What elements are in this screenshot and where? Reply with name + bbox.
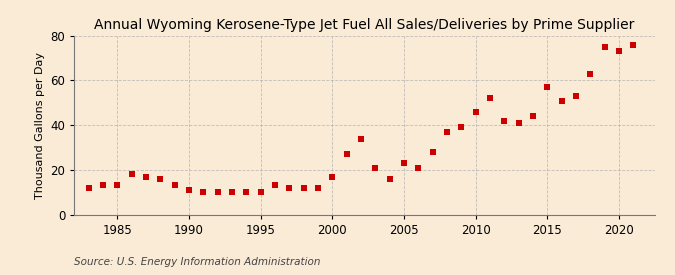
Point bbox=[398, 161, 409, 165]
Point bbox=[269, 183, 280, 188]
Point bbox=[97, 183, 108, 188]
Point bbox=[227, 190, 238, 194]
Point bbox=[140, 174, 151, 179]
Point bbox=[628, 42, 639, 47]
Point bbox=[284, 185, 295, 190]
Point bbox=[169, 183, 180, 188]
Point bbox=[384, 177, 395, 181]
Point bbox=[184, 188, 194, 192]
Point bbox=[341, 152, 352, 156]
Point bbox=[570, 94, 581, 98]
Point bbox=[528, 114, 539, 118]
Point bbox=[427, 150, 438, 154]
Point bbox=[556, 98, 567, 103]
Point bbox=[370, 165, 381, 170]
Point bbox=[470, 109, 481, 114]
Point bbox=[83, 185, 94, 190]
Point bbox=[441, 130, 452, 134]
Point bbox=[585, 72, 595, 76]
Point bbox=[298, 185, 309, 190]
Point bbox=[241, 190, 252, 194]
Point bbox=[499, 119, 510, 123]
Point bbox=[356, 136, 367, 141]
Point bbox=[327, 174, 338, 179]
Text: Source: U.S. Energy Information Administration: Source: U.S. Energy Information Administ… bbox=[74, 257, 321, 267]
Y-axis label: Thousand Gallons per Day: Thousand Gallons per Day bbox=[35, 52, 45, 199]
Point bbox=[542, 85, 553, 89]
Point bbox=[255, 190, 266, 194]
Point bbox=[198, 190, 209, 194]
Point bbox=[155, 177, 165, 181]
Point bbox=[112, 183, 123, 188]
Point bbox=[126, 172, 137, 177]
Point bbox=[456, 125, 466, 130]
Point bbox=[413, 165, 424, 170]
Point bbox=[212, 190, 223, 194]
Point bbox=[599, 45, 610, 49]
Point bbox=[313, 185, 323, 190]
Point bbox=[485, 96, 495, 101]
Point bbox=[614, 49, 624, 54]
Title: Annual Wyoming Kerosene-Type Jet Fuel All Sales/Deliveries by Prime Supplier: Annual Wyoming Kerosene-Type Jet Fuel Al… bbox=[95, 18, 634, 32]
Point bbox=[513, 121, 524, 125]
